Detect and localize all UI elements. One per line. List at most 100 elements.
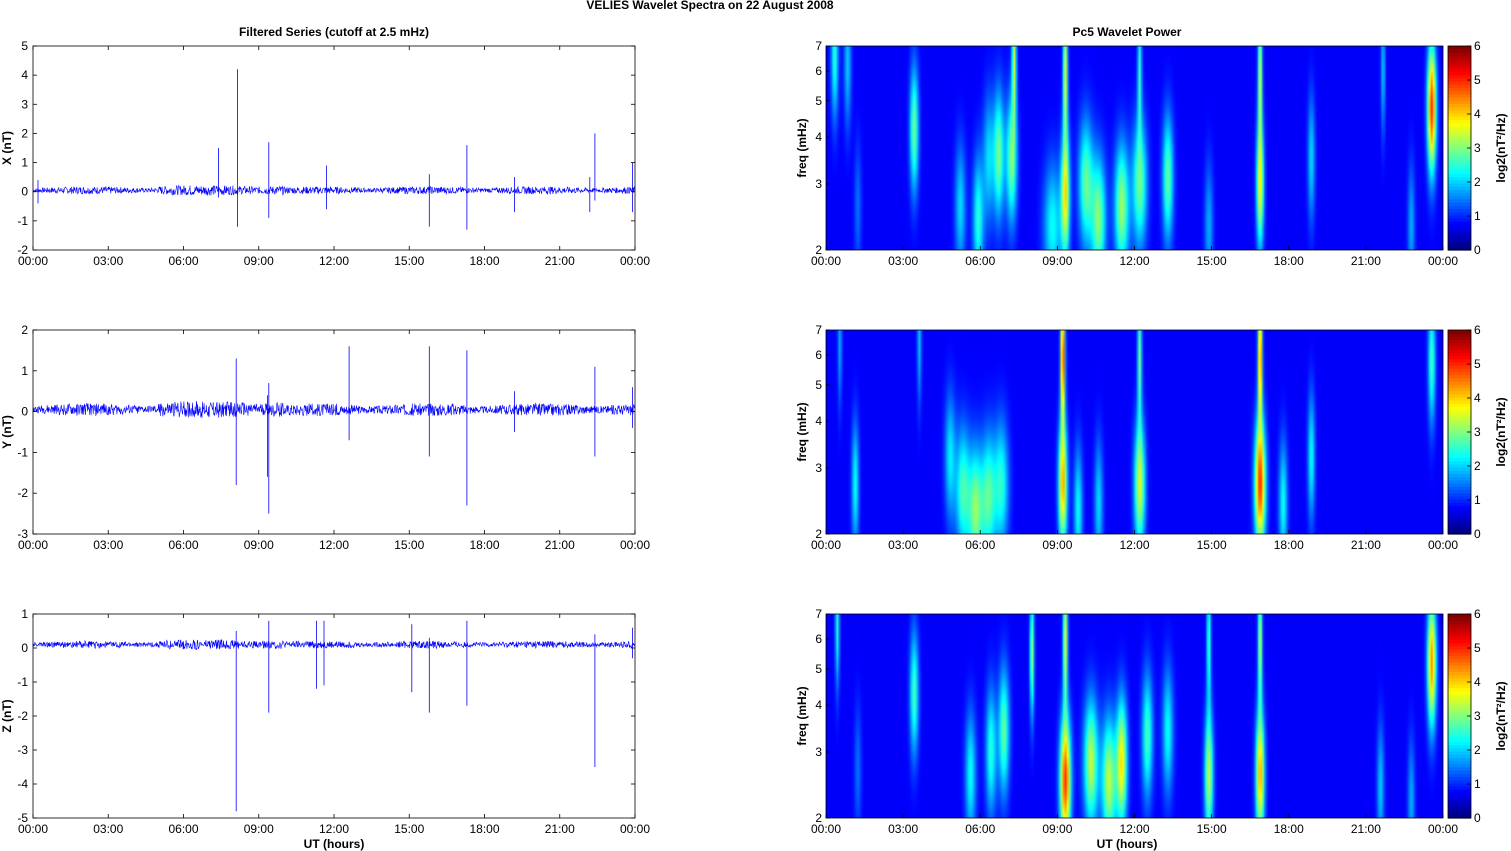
colorbar-swatch — [1448, 747, 1471, 752]
colorbar-swatch — [1448, 93, 1471, 98]
y-tick-label: -1 — [17, 214, 28, 228]
x-tick-label: 09:00 — [1042, 822, 1072, 836]
colorbar-swatch — [1448, 693, 1471, 698]
y-tick-label: -2 — [17, 486, 28, 500]
colorbar-swatch — [1448, 438, 1471, 443]
x-tick-label: 18:00 — [469, 822, 499, 836]
y-tick-label: -2 — [17, 709, 28, 723]
colorbar-swatch — [1448, 779, 1471, 784]
colorbar-tick-label: 0 — [1474, 811, 1481, 825]
colorbar-swatch — [1448, 49, 1471, 53]
x-tick-label: 18:00 — [1274, 538, 1304, 552]
colorbar-swatch — [1448, 703, 1471, 708]
colorbar-tick-label: 1 — [1474, 777, 1481, 791]
colorbar-swatch — [1448, 384, 1471, 388]
colorbar-swatch — [1448, 167, 1471, 171]
colorbar-swatch — [1448, 684, 1471, 688]
colorbar-swatch — [1448, 132, 1471, 136]
colorbar-swatch — [1448, 103, 1471, 108]
freq-axis-label: freq (mHz) — [795, 402, 809, 461]
colorbar-swatch — [1448, 773, 1471, 778]
colorbar-label: log2(nT²/Hz) — [1494, 681, 1508, 750]
colorbar-swatch — [1448, 122, 1471, 127]
colorbar-tick-label: 0 — [1474, 243, 1481, 257]
x-tick-label: 00:00 — [811, 538, 841, 552]
colorbar-swatch — [1448, 760, 1471, 765]
colorbar-swatch — [1448, 68, 1471, 73]
y-tick-label: 0 — [21, 185, 28, 199]
colorbar-swatch — [1448, 661, 1471, 666]
x-tick-label: 06:00 — [168, 822, 198, 836]
y-tick-label: 5 — [815, 94, 822, 108]
x-tick-label: 00:00 — [1428, 538, 1458, 552]
colorbar-swatch — [1448, 498, 1471, 503]
colorbar-swatch — [1448, 81, 1471, 85]
colorbar-swatch — [1448, 52, 1471, 57]
colorbar-swatch — [1448, 157, 1471, 162]
colorbar-swatch — [1448, 112, 1471, 117]
colorbar-swatch — [1448, 138, 1471, 143]
x-tick-label: 06:00 — [168, 538, 198, 552]
colorbar-swatch — [1448, 87, 1471, 92]
x-tick-label: 15:00 — [1197, 538, 1227, 552]
colorbar-swatch — [1448, 725, 1471, 730]
x-tick-label: 18:00 — [1274, 822, 1304, 836]
colorbar-swatch — [1448, 330, 1471, 334]
x-tick-label: 21:00 — [545, 254, 575, 268]
colorbar-swatch — [1448, 792, 1471, 797]
colorbar-tick-label: 4 — [1474, 107, 1481, 121]
colorbar-swatch — [1448, 144, 1471, 149]
colorbar-swatch — [1448, 451, 1471, 455]
colorbar-swatch — [1448, 406, 1471, 411]
colorbar-swatch — [1448, 183, 1471, 187]
colorbar-swatch — [1448, 176, 1471, 181]
colorbar-swatch — [1448, 109, 1471, 114]
colorbar-swatch — [1448, 432, 1471, 436]
x-tick-label: 03:00 — [888, 254, 918, 268]
colorbar-tick-label: 3 — [1474, 425, 1481, 439]
wavelet-power-image — [826, 46, 1443, 250]
colorbar-tick-label: 3 — [1474, 709, 1481, 723]
colorbar-swatch — [1448, 419, 1471, 424]
colorbar-label: log2(nT²/Hz) — [1494, 113, 1508, 182]
colorbar-swatch — [1448, 412, 1471, 417]
trace-line — [32, 184, 636, 196]
colorbar-swatch — [1448, 731, 1471, 736]
x-tick-label: 12:00 — [1119, 254, 1149, 268]
x-tick-label: 06:00 — [965, 538, 995, 552]
colorbar-tick-label: 2 — [1474, 175, 1481, 189]
colorbar-swatch — [1448, 665, 1471, 669]
colorbar-swatch — [1448, 237, 1471, 242]
x-tick-label: 12:00 — [1119, 538, 1149, 552]
colorbar-swatch — [1448, 208, 1471, 213]
colorbar-swatch — [1448, 614, 1471, 618]
colorbar-swatch — [1448, 336, 1471, 341]
colorbar-swatch — [1448, 435, 1471, 439]
colorbar-swatch — [1448, 508, 1471, 513]
left-column-title: Filtered Series (cutoff at 2.5 mHz) — [239, 25, 429, 39]
colorbar-swatch — [1448, 135, 1471, 140]
colorbar-swatch — [1448, 425, 1471, 430]
colorbar-swatch — [1448, 620, 1471, 625]
x-tick-label: 06:00 — [965, 822, 995, 836]
colorbar-swatch — [1448, 716, 1471, 720]
colorbar-swatch — [1448, 738, 1471, 743]
colorbar-swatch — [1448, 77, 1471, 82]
x-tick-label: 12:00 — [319, 254, 349, 268]
colorbar-swatch — [1448, 645, 1471, 650]
y-tick-label: 3 — [815, 745, 822, 759]
colorbar-swatch — [1448, 409, 1471, 414]
trace-line — [32, 639, 636, 651]
colorbar-swatch — [1448, 668, 1471, 672]
colorbar-swatch — [1448, 154, 1471, 159]
colorbar-swatch — [1448, 795, 1471, 800]
colorbar-swatch — [1448, 441, 1471, 446]
y-tick-label: 6 — [815, 348, 822, 362]
y-tick-label: 5 — [21, 39, 28, 53]
colorbar-swatch — [1448, 802, 1471, 806]
colorbar-swatch — [1448, 524, 1471, 529]
colorbar-tick-label: 5 — [1474, 73, 1481, 87]
colorbar-swatch — [1448, 722, 1471, 727]
y-axis-label: Z (nT) — [0, 699, 14, 732]
